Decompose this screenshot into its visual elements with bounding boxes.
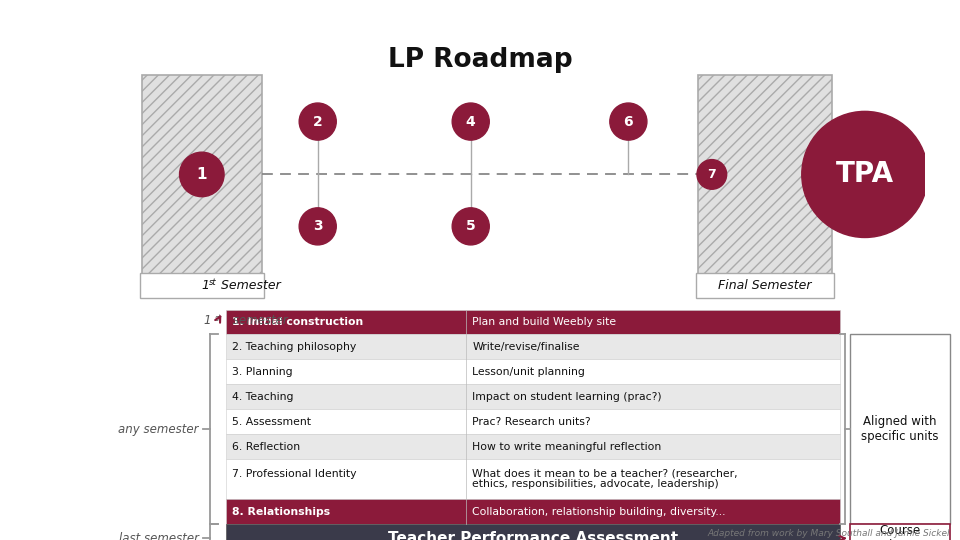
Bar <box>226 334 840 360</box>
Bar <box>226 360 840 384</box>
Text: 7: 7 <box>708 168 716 181</box>
Text: 2. Teaching philosophy: 2. Teaching philosophy <box>232 342 356 352</box>
Circle shape <box>180 152 224 197</box>
Text: ethics, responsibilities, advocate, leadership): ethics, responsibilities, advocate, lead… <box>472 479 719 489</box>
Circle shape <box>452 208 490 245</box>
Text: How to write meaningful reflection: How to write meaningful reflection <box>472 442 661 452</box>
Text: semester: semester <box>229 314 288 327</box>
Circle shape <box>610 103 647 140</box>
Bar <box>141 75 262 276</box>
Bar <box>226 524 840 540</box>
Text: any semester: any semester <box>118 423 199 436</box>
Bar <box>226 434 840 459</box>
Text: Impact on student learning (prac?): Impact on student learning (prac?) <box>472 392 662 402</box>
Text: 7. Professional Identity: 7. Professional Identity <box>232 469 357 480</box>
Text: Prac? Research units?: Prac? Research units? <box>472 417 591 427</box>
Bar <box>696 273 834 298</box>
Text: 5. Assessment: 5. Assessment <box>232 417 311 427</box>
Text: 4: 4 <box>466 114 475 129</box>
Text: LP Roadmap: LP Roadmap <box>388 48 572 73</box>
Bar <box>226 459 840 499</box>
Text: Plan and build Weebly site: Plan and build Weebly site <box>472 317 616 327</box>
Text: 5: 5 <box>466 219 475 233</box>
Text: The TPA & Learning Portfolio:  Structuring the Learning Portfolio: The TPA & Learning Portfolio: Structurin… <box>12 9 549 24</box>
Circle shape <box>452 103 490 140</box>
Text: Collaboration, relationship building, diversity...: Collaboration, relationship building, di… <box>472 507 726 517</box>
Text: 6. Reflection: 6. Reflection <box>232 442 300 452</box>
Bar <box>226 384 840 409</box>
Text: 4. Teaching: 4. Teaching <box>232 392 294 402</box>
Text: 1: 1 <box>202 279 210 292</box>
Circle shape <box>300 103 336 140</box>
Text: st: st <box>215 314 222 323</box>
Text: 6: 6 <box>624 114 634 129</box>
Circle shape <box>802 111 928 238</box>
Text: Final Semester: Final Semester <box>718 279 811 292</box>
Circle shape <box>300 208 336 245</box>
Bar <box>226 409 840 434</box>
Text: Course
requirement: Course requirement <box>863 524 937 540</box>
Text: 1: 1 <box>204 314 211 327</box>
Circle shape <box>697 160 727 189</box>
Text: 8. Relationships: 8. Relationships <box>232 507 330 517</box>
Text: last semester: last semester <box>119 532 199 540</box>
Bar <box>226 499 840 524</box>
Text: Adapted from work by Mary Southall and Jamie Sickel: Adapted from work by Mary Southall and J… <box>708 529 950 538</box>
Text: 3: 3 <box>313 219 323 233</box>
Text: Teacher Performance Assessment: Teacher Performance Assessment <box>388 531 678 540</box>
Bar <box>139 273 264 298</box>
Bar <box>850 334 950 524</box>
Text: st: st <box>209 279 217 287</box>
Text: TPA: TPA <box>836 160 894 188</box>
Text: 1. Initial construction: 1. Initial construction <box>232 317 364 327</box>
Bar <box>226 309 840 334</box>
Text: 1: 1 <box>197 167 207 182</box>
Bar <box>850 524 950 540</box>
Bar <box>698 75 832 276</box>
Text: Semester: Semester <box>217 279 280 292</box>
Text: Write/revise/finalise: Write/revise/finalise <box>472 342 580 352</box>
Text: What does it mean to be a teacher? (researcher,: What does it mean to be a teacher? (rese… <box>472 468 738 478</box>
Text: 2: 2 <box>313 114 323 129</box>
Text: Lesson/unit planning: Lesson/unit planning <box>472 367 586 377</box>
Text: 3. Planning: 3. Planning <box>232 367 293 377</box>
Text: Aligned with
specific units: Aligned with specific units <box>861 415 939 443</box>
